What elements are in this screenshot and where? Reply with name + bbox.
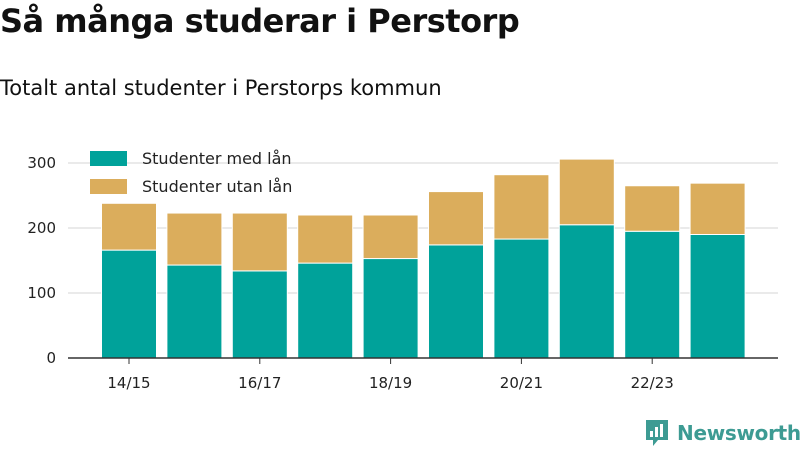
bar-segment-with-loan — [558, 224, 615, 359]
bar-segment-without-loan — [231, 212, 288, 272]
bar-segment-without-loan — [624, 185, 681, 232]
bar-segment-with-loan — [166, 264, 223, 359]
bar-segment-without-loan — [166, 212, 223, 266]
x-tick-label: 14/15 — [107, 374, 150, 392]
bar-segment-with-loan — [231, 270, 288, 359]
x-tick-label: 22/23 — [631, 374, 674, 392]
bar-segment-without-loan — [558, 158, 615, 226]
bar-segment-without-loan — [428, 191, 484, 246]
bar-segment-with-loan — [428, 244, 484, 359]
bar-segment-with-loan — [297, 262, 354, 359]
legend-swatch-studenter-med-lan — [90, 151, 127, 166]
legend-label-studenter-utan-lan: Studenter utan lån — [142, 177, 292, 196]
newsworthy-brand: Newsworthy — [644, 418, 800, 448]
chart-subtitle: Totalt antal studenter i Perstorps kommu… — [0, 76, 442, 100]
bar-segment-without-loan — [297, 214, 354, 264]
bar-segment-without-loan — [689, 182, 746, 235]
x-tick-label: 16/17 — [238, 374, 281, 392]
bar-segment-with-loan — [101, 249, 157, 359]
bar-segment-without-loan — [101, 202, 157, 251]
chart-title: Så många studerar i Perstorp — [0, 2, 520, 40]
x-tick-label: 18/19 — [369, 374, 412, 392]
bar-segment-with-loan — [362, 258, 419, 359]
legend: Studenter med lån Studenter utan lån — [90, 149, 292, 196]
x-tick-label: 20/21 — [500, 374, 543, 392]
legend-label-studenter-med-lan: Studenter med lån — [142, 149, 292, 168]
bar-segment-without-loan — [362, 214, 419, 260]
y-tick-label: 200 — [27, 219, 56, 237]
legend-swatch-studenter-utan-lan — [90, 179, 127, 194]
y-tick-label: 100 — [27, 284, 56, 302]
bar-segment-with-loan — [624, 230, 681, 359]
y-tick-label: 300 — [27, 154, 56, 172]
newsworthy-logo-icon — [646, 420, 668, 446]
bars — [101, 158, 746, 359]
bar-segment-with-loan — [493, 238, 550, 359]
y-tick-label: 0 — [46, 349, 56, 367]
bar-segment-without-loan — [493, 174, 550, 240]
axes: 0 100 200 300 14/15 16/17 18/19 20/21 22/23 — [27, 154, 778, 392]
brand-name: Newsworthy — [677, 421, 800, 445]
bar-segment-with-loan — [689, 234, 746, 359]
